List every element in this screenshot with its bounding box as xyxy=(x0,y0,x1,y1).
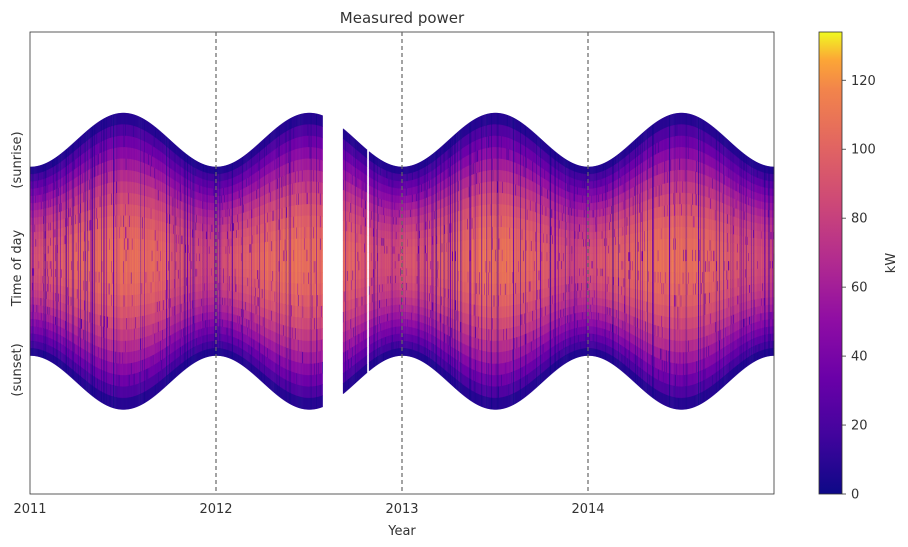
chart-title: Measured power xyxy=(340,9,465,27)
plot-area xyxy=(30,113,774,410)
